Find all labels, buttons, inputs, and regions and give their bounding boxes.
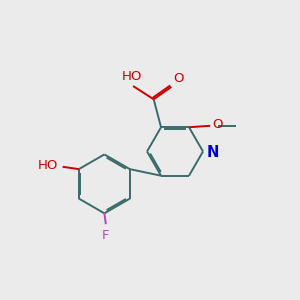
Text: HO: HO	[38, 159, 58, 172]
Text: HO: HO	[122, 70, 142, 83]
Text: O: O	[213, 118, 223, 131]
Text: N: N	[206, 146, 219, 160]
Text: F: F	[102, 229, 110, 242]
Text: O: O	[173, 72, 183, 85]
